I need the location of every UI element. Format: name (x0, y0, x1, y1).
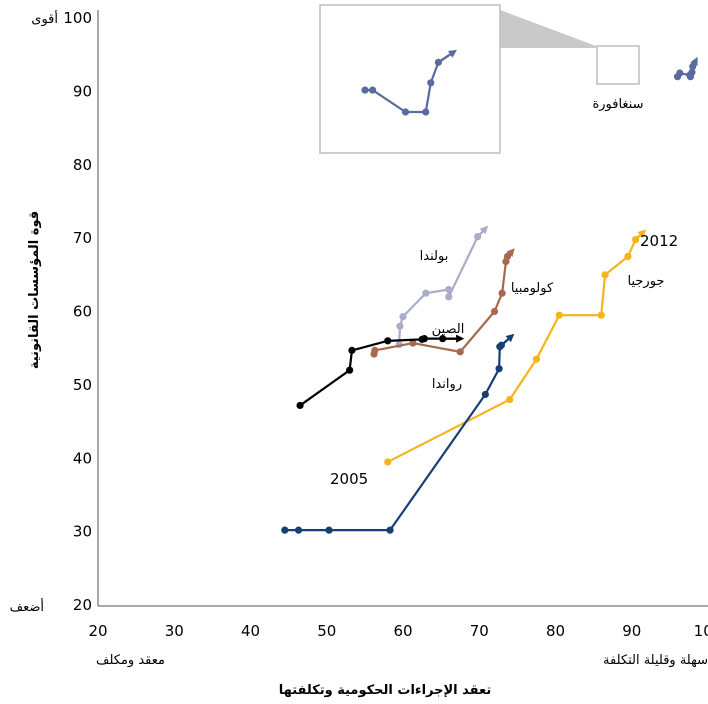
data-point (601, 271, 609, 279)
singapore-highlight-box (596, 45, 640, 85)
data-point (445, 293, 453, 301)
data-point (456, 348, 464, 356)
data-point (399, 313, 407, 321)
y-low-label: أضعف (10, 598, 44, 615)
y-tick-label: 70 (73, 229, 92, 247)
x-tick-label: 50 (317, 622, 336, 640)
data-point (346, 366, 354, 374)
series-line (284, 344, 503, 532)
data-point (503, 252, 512, 261)
end-year-label: 2012 (640, 232, 678, 250)
series-label-china: الصين (432, 322, 465, 337)
data-point (497, 341, 505, 349)
x-low-label: معقد ومكلف (96, 653, 165, 668)
series-label-poland: بولندا (420, 249, 449, 264)
y-tick-label: 90 (73, 82, 92, 100)
data-point (474, 233, 482, 241)
series-line (299, 337, 443, 407)
series-label-georgia: جورجيا (628, 274, 665, 289)
data-point (420, 335, 428, 343)
data-point (439, 335, 447, 343)
inset-data-point (361, 86, 369, 94)
x-tick-label: 90 (622, 622, 641, 640)
y-axis-title: قوة المؤسسات القانونية (27, 211, 42, 369)
inset-data-point (422, 108, 430, 116)
data-point (422, 289, 430, 297)
data-point (490, 307, 499, 316)
inset-data-point (368, 86, 377, 94)
data-point (631, 235, 640, 244)
data-point (371, 346, 379, 354)
y-tick-label: 60 (73, 303, 92, 321)
data-point (495, 365, 503, 373)
x-tick-label: 80 (546, 622, 565, 640)
data-point (294, 526, 303, 534)
data-point (498, 289, 506, 297)
series-label-singapore: سنغافورة (592, 97, 643, 112)
series-label-colombia: كولومبيا (511, 281, 554, 296)
x-tick-label: 70 (470, 622, 489, 640)
x-high-label: سهلة وقليلة التكلفة (603, 653, 708, 668)
data-point (445, 285, 453, 294)
data-point (384, 458, 392, 466)
x-axis-title: تعقد الإجراءات الحكومية وتكلفتها (279, 683, 492, 698)
data-point (689, 62, 697, 71)
data-point (325, 526, 333, 534)
y-tick-label: 30 (73, 523, 92, 541)
series-line (372, 256, 509, 355)
inset-box (319, 4, 501, 154)
data-point (348, 346, 356, 354)
start-year-label: 2005 (330, 470, 368, 488)
data-point (555, 311, 563, 319)
data-point (281, 526, 289, 534)
x-tick-label: 60 (393, 622, 412, 640)
data-point (481, 390, 489, 399)
y-tick-label: 80 (73, 156, 92, 174)
data-point (624, 252, 632, 261)
data-point (384, 337, 392, 345)
series-label-rwanda: رواندا (432, 377, 462, 392)
data-point (396, 322, 404, 330)
inset-data-point (427, 79, 435, 87)
data-point (296, 401, 304, 410)
data-point (688, 68, 696, 76)
data-point (409, 339, 417, 347)
data-point (597, 311, 605, 319)
y-tick-label: 20 (73, 596, 92, 614)
y-tick-label: 50 (73, 376, 92, 394)
data-point (532, 355, 541, 363)
inset-data-point (434, 58, 442, 66)
inset-connector (500, 10, 596, 48)
y-high-label: أقوى (31, 10, 58, 27)
x-tick-label: 20 (88, 622, 107, 640)
x-tick-label: 40 (241, 622, 260, 640)
x-tick-label: 100 (694, 622, 708, 640)
data-point (676, 69, 684, 77)
y-tick-label: 40 (73, 449, 92, 467)
series-line (387, 239, 637, 463)
x-tick-label: 30 (165, 622, 184, 640)
y-tick-label: 100 (63, 9, 92, 27)
data-point (386, 526, 394, 534)
data-point (506, 395, 514, 404)
inset-data-point (401, 108, 410, 116)
